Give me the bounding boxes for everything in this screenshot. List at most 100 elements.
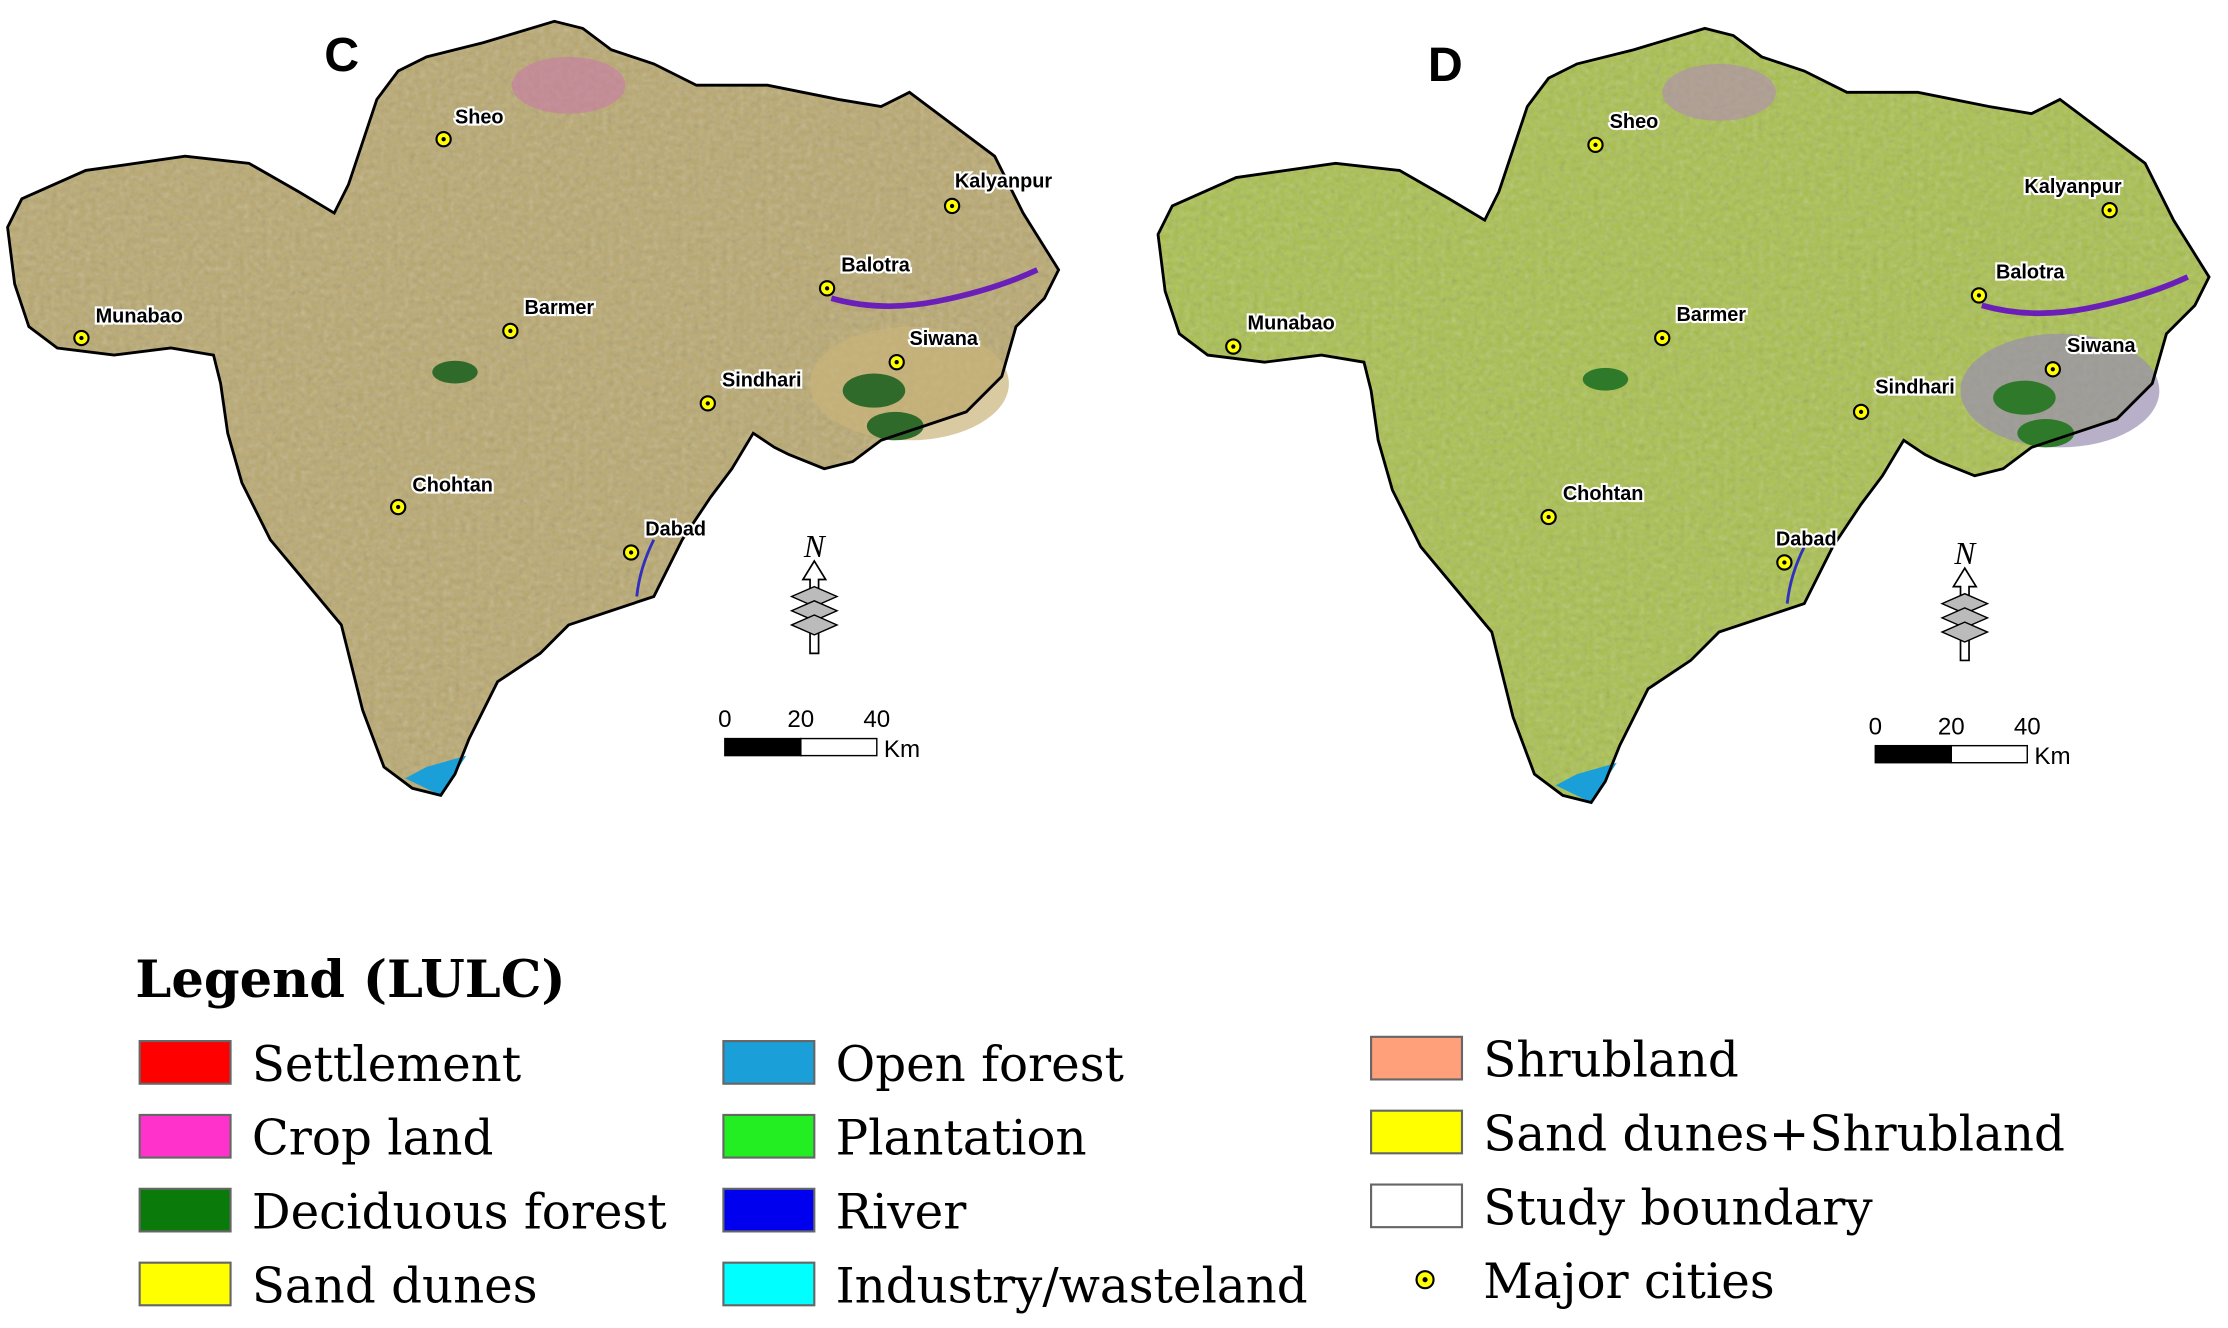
legend-label: Crop land [252,1111,494,1167]
scale-bar [1950,744,2028,764]
city-label: Sindhari [1875,376,1955,398]
city-dot [1858,409,1864,415]
scale-unit: Km [2034,743,2070,770]
city-label: Sheo [455,107,504,129]
city-dot [949,203,955,209]
forest [842,373,906,408]
city-label: Kalyanpur [2024,176,2121,198]
north-arrow [1940,592,1990,615]
city-dot [508,328,513,334]
city-label: Siwana [2067,335,2136,357]
boundary [1156,26,2211,805]
city-label: Barmer [525,297,595,319]
river [1785,546,1806,604]
scale-unit: Km [884,736,920,763]
legend-label: Open forest [836,1037,1125,1093]
patch [511,56,626,114]
scale-tick-label: 20 [787,706,814,733]
city-label: Sindhari [722,369,802,391]
city-dot [1593,142,1598,148]
legend-swatch [722,1187,816,1233]
scale-bar [1874,744,1952,764]
patch [1662,63,1776,121]
city-label: Balotra [841,254,910,276]
scale-bar [724,737,802,757]
scale-tick-label: 0 [1869,713,1882,740]
legend: Legend (LULC) Settlement Crop land Deciduou… [135,950,2064,1314]
city-label: Chohtan [412,474,493,496]
north-label: N [803,529,827,564]
legend-label: Sand dunes [252,1258,538,1314]
city-dot [2050,367,2055,372]
city-dot [705,401,710,406]
scale-bar [800,737,878,757]
map-panel: D Sheo Kalyanpur Balotra Munabao Barmer Siwana… [1156,26,2211,805]
open-forest [1555,762,1617,803]
city-label: Chohtan [1563,483,1644,505]
legend-title: Legend (LULC) [135,950,565,1010]
city-dot [824,286,830,291]
city-label: Dabad [645,518,706,540]
legend-swatch [138,1187,232,1233]
scale-tick-label: 40 [2014,713,2041,740]
north-arrow [789,600,839,622]
city-label: Balotra [1996,261,2065,283]
legend-swatch [138,1261,232,1307]
forest [1582,367,1629,391]
city-label: Munabao [96,305,183,327]
north-label: N [1953,536,1977,571]
legend-swatch [138,1113,232,1159]
open-forest [405,755,467,796]
city-dot [441,137,446,142]
city-label: Dabad [1776,528,1837,550]
city-label: Sheo [1610,111,1659,133]
city-dot [1976,293,1982,298]
legend-label: Industry/wasteland [836,1258,1308,1314]
river [830,267,1039,309]
legend-label: Major cities [1483,1254,1774,1310]
north-arrow [789,585,839,608]
legend-swatch [1370,1183,1464,1229]
forest [866,411,924,441]
river [635,539,656,597]
panel-label: C [324,28,359,82]
forest [432,360,478,384]
maps: C Sheo Kalyanpur Balotra Munabao Barmer Siwana… [6,19,2211,805]
legend-label: Deciduous forest [252,1185,667,1241]
city-label: Munabao [1248,313,1335,335]
legend-label: Plantation [836,1111,1087,1167]
scale-tick-label: 20 [1938,713,1965,740]
legend-label: Sand dunes+Shrubland [1483,1106,2065,1162]
legend-label: Settlement [252,1037,522,1093]
city-dot [1660,335,1665,341]
city-label: Kalyanpur [955,170,1052,192]
city-dot [2107,208,2112,213]
north-arrow [789,614,839,636]
city-dot [628,550,634,555]
river [1981,274,2189,317]
legend-swatch [1370,1035,1464,1081]
panel-label: D [1428,38,1463,92]
patch [1960,333,2160,448]
legend-symbol [1422,1277,1428,1283]
legend-swatch [722,1113,816,1159]
legend-swatch [1370,1109,1464,1155]
city-dot [396,504,401,510]
legend-swatch [138,1040,232,1085]
city-dot [79,335,84,341]
city-dot [894,360,899,365]
forest [1993,380,2056,415]
city-dot [1782,560,1787,565]
boundary [6,19,1061,798]
scale-tick-label: 0 [718,706,731,733]
city-dot [1231,344,1236,349]
scale-tick-label: 40 [863,706,890,733]
city-label: Siwana [909,328,978,350]
land-texture [1158,28,2210,803]
legend-label: River [836,1185,968,1241]
forest [2017,418,2075,448]
legend-swatch [722,1040,816,1085]
legend-swatch [722,1261,816,1307]
patch [810,326,1009,441]
